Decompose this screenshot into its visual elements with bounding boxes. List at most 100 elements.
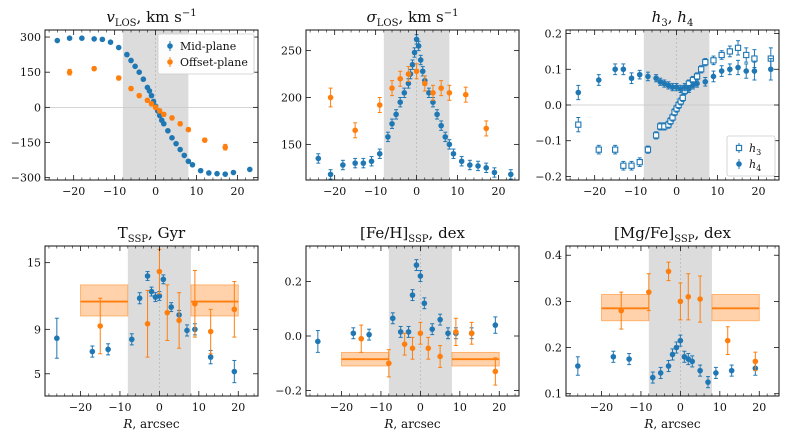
data-point	[160, 120, 167, 127]
data-point	[152, 104, 159, 111]
x-tick-label: 20	[752, 185, 766, 198]
data-point	[181, 152, 188, 159]
data-point	[419, 68, 426, 75]
data-point	[132, 63, 138, 70]
y-tick-label: 0.2	[545, 28, 563, 41]
data-point	[718, 68, 725, 74]
data-point	[105, 346, 111, 353]
data-point	[397, 329, 404, 335]
data-point	[164, 309, 171, 316]
x-tick-label: 0	[677, 401, 684, 414]
panel-title: vLOS, km s−1	[106, 8, 196, 29]
series-h4	[575, 58, 774, 101]
data-point	[148, 101, 155, 107]
data-point	[156, 108, 163, 114]
data-point	[177, 146, 183, 153]
plot-area	[315, 30, 514, 180]
panel-vlos: −20 −10 0 10 20 −300 −150 0 150 300 vLOS, km s−1 Mi…	[11, 8, 259, 198]
x-axis-label: R, arcsec	[122, 417, 180, 431]
data-point	[405, 329, 412, 335]
data-point	[115, 75, 122, 81]
data-point	[421, 80, 428, 87]
data-point	[54, 335, 60, 342]
data-point	[397, 75, 404, 82]
plot-area	[54, 246, 239, 396]
data-point	[185, 126, 192, 133]
data-point	[467, 162, 473, 168]
data-point	[192, 300, 198, 307]
uncertainty-band	[190, 284, 239, 317]
data-point	[724, 337, 731, 344]
data-point	[669, 351, 676, 358]
legend-marker	[735, 144, 743, 152]
data-point	[366, 331, 372, 338]
data-point	[144, 320, 151, 327]
data-point	[173, 140, 179, 147]
panel-mgfe: −20 −10 0 10 20 0.1 0.2 0.3 0.4 [Mg/Fe]SSP, dex R,…	[545, 224, 780, 431]
data-point	[89, 348, 96, 355]
series-mid-plane	[54, 35, 253, 177]
data-point	[385, 134, 391, 140]
data-point	[156, 268, 163, 275]
data-point	[413, 68, 420, 75]
data-point	[165, 127, 171, 134]
data-point	[686, 86, 692, 92]
data-point	[751, 55, 758, 62]
data-point	[438, 85, 444, 91]
x-tick-label: 20	[231, 401, 245, 414]
data-point	[54, 37, 61, 44]
x-tick-label: 10	[451, 185, 465, 198]
data-point	[140, 76, 147, 83]
data-point	[207, 328, 214, 335]
data-point	[197, 167, 204, 174]
x-tick-label: 0	[673, 185, 680, 198]
data-point	[491, 169, 498, 176]
data-point	[426, 90, 432, 96]
y-tick-label: −0.1	[535, 135, 562, 148]
data-point	[492, 368, 499, 375]
data-point	[376, 102, 383, 108]
data-point	[136, 69, 143, 75]
data-point	[645, 73, 651, 80]
data-point	[156, 293, 163, 299]
data-point	[718, 51, 725, 59]
y-tick-label: −0.2	[275, 385, 302, 398]
data-point	[66, 69, 73, 75]
data-point	[669, 84, 676, 90]
panel-sigma: −20 −10 0 10 20 150 200 250 σLOS, km s−1	[281, 8, 520, 198]
y-tick-label: 0.1	[545, 388, 563, 401]
data-point	[689, 358, 696, 365]
x-tick-label: −20	[330, 401, 353, 414]
plot-area	[566, 30, 779, 180]
data-point	[352, 127, 358, 134]
data-point	[417, 273, 424, 279]
y-tick-label: 150	[20, 66, 41, 79]
data-point	[389, 315, 396, 322]
data-point	[214, 170, 220, 177]
data-point	[389, 120, 395, 127]
data-point	[697, 367, 703, 374]
x-tick-label: 0	[152, 185, 159, 198]
data-point	[628, 162, 635, 169]
data-point	[483, 165, 490, 171]
x-tick-label: −10	[629, 401, 652, 414]
data-point	[327, 171, 334, 178]
panel-feh: −20 −10 0 10 20 −0.2 0.0 0.2 [Fe/H]SSP, dex R, ar…	[275, 224, 520, 431]
data-point	[169, 115, 175, 121]
data-point	[751, 68, 758, 74]
data-point	[189, 161, 196, 168]
data-point	[446, 90, 453, 96]
y-tick-label: 9	[34, 323, 41, 336]
data-point	[727, 66, 733, 73]
data-point	[231, 368, 238, 375]
y-tick-label: 15	[27, 257, 41, 270]
x-tick-label: −10	[624, 185, 647, 198]
x-tick-label: 20	[231, 185, 245, 198]
legend-marker	[167, 43, 173, 49]
data-point	[417, 57, 424, 63]
y-tick-label: 5	[34, 368, 41, 381]
data-point	[698, 66, 705, 73]
y-tick-label: 0.2	[285, 275, 303, 288]
